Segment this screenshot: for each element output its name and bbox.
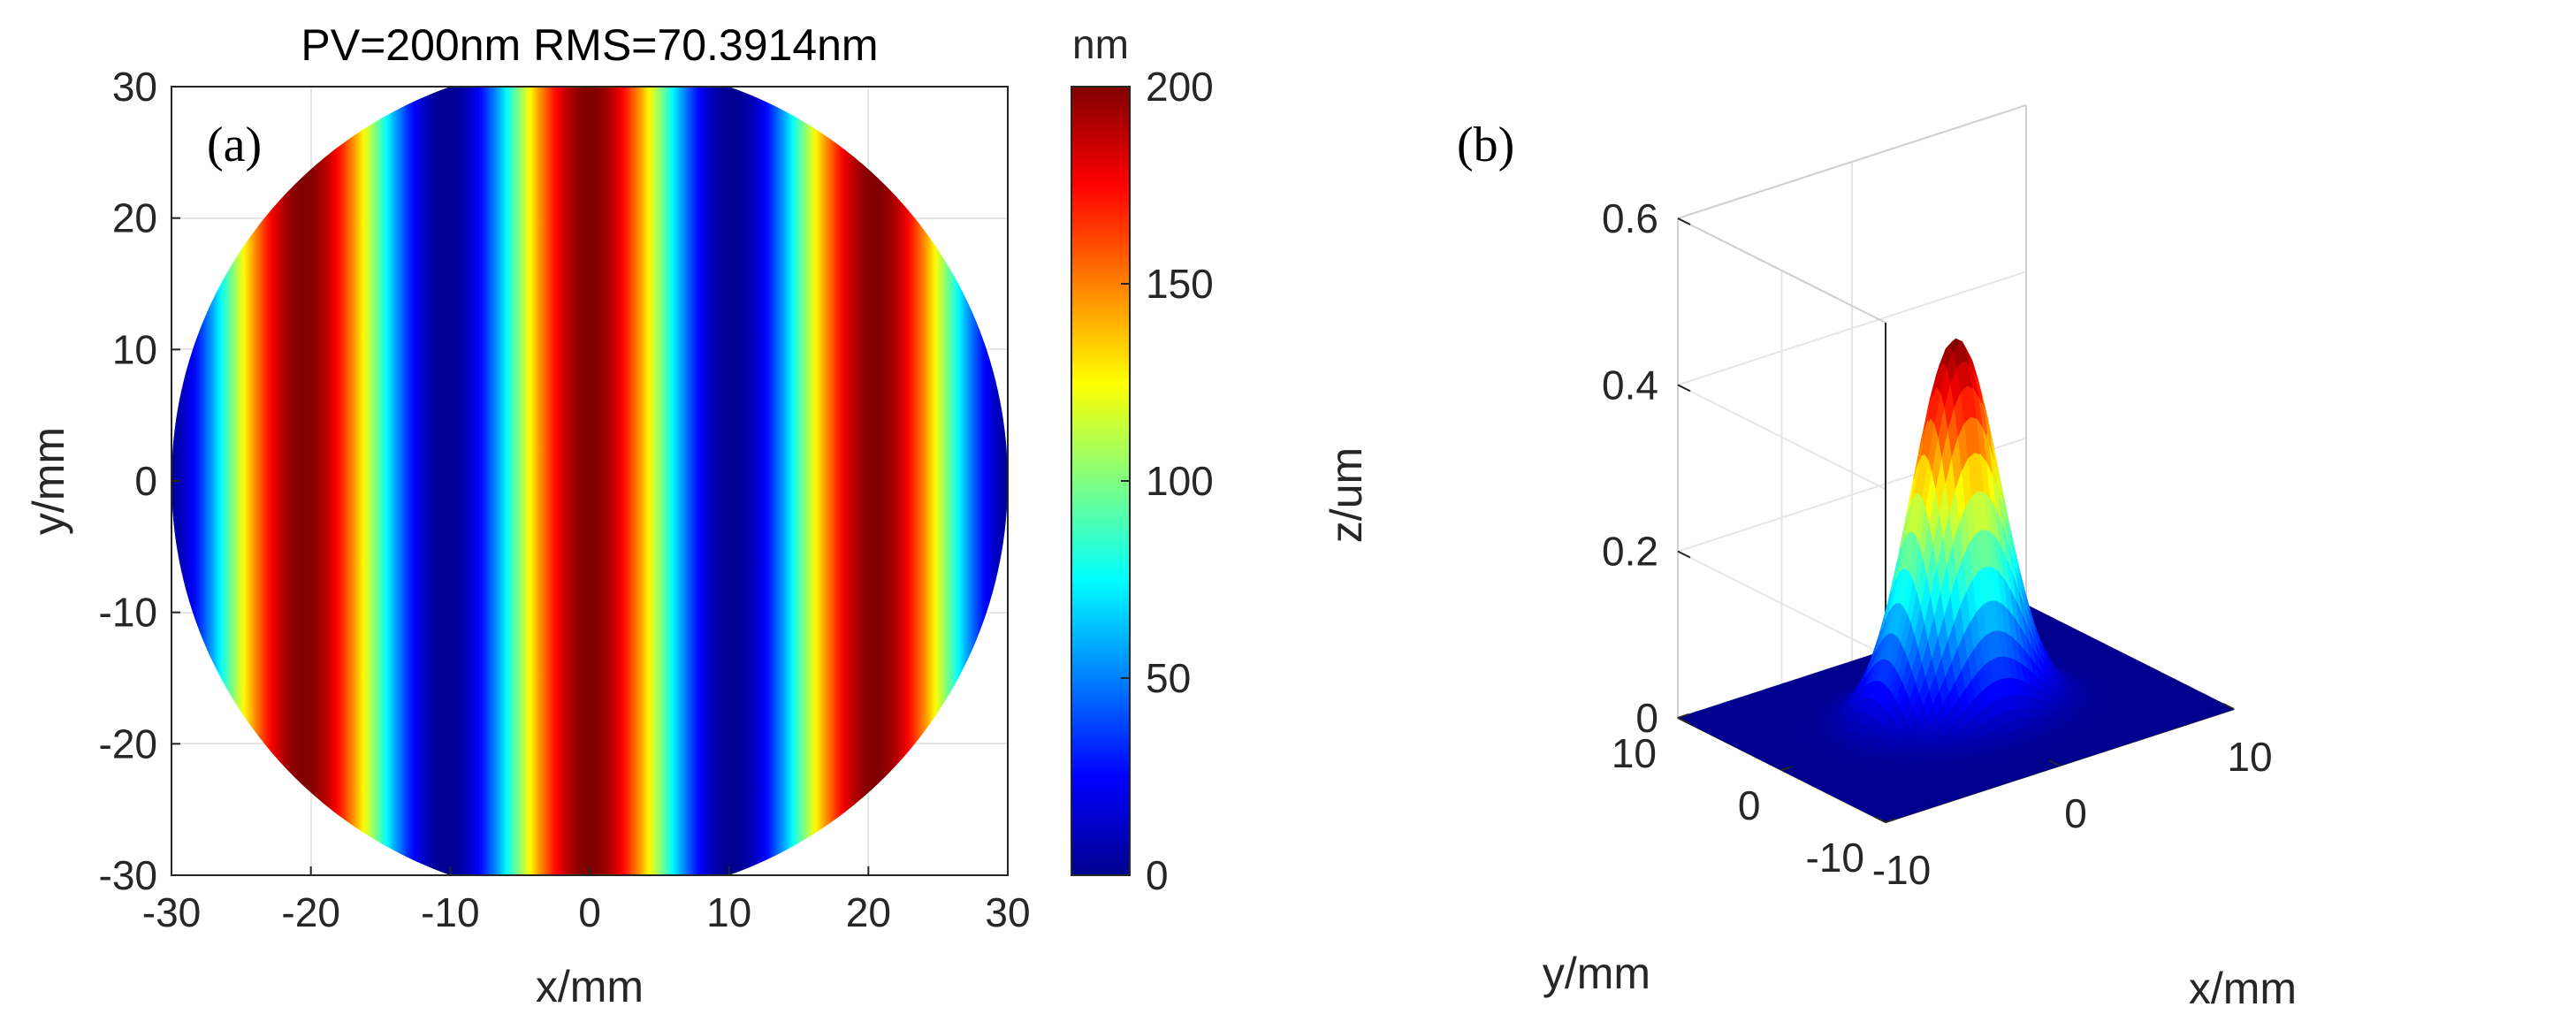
- colorbar-unit: nm: [1072, 21, 1129, 67]
- panel-a-y-tick-label: 10: [112, 326, 157, 372]
- panel-a-y-ticks: 30 20 10 0 -10 -20 -30: [99, 64, 180, 898]
- panel-b-box-edge: [1677, 217, 1886, 324]
- panel-b-y-tick-mark: [1677, 713, 1689, 719]
- panel-b-z-ticks: 0.6 0.4 0.2 0: [1602, 195, 1691, 741]
- panel-b-x-tick-mark: [2222, 703, 2235, 710]
- panel-a-y-tick-label: 30: [112, 64, 157, 110]
- panel-b-surface: [1676, 338, 2236, 823]
- panel-b-x-ticks: -10 0 10: [1872, 703, 2273, 893]
- panel-b-y-tick-label: -10: [1806, 835, 1864, 881]
- panel-a-surface-disc: [171, 87, 1008, 875]
- panel-a-y-tick-label: -30: [99, 852, 157, 898]
- panel-b-y-ticks: 10 0 -10: [1612, 713, 1897, 881]
- panel-b-y-label: y/mm: [1543, 949, 1650, 998]
- panel-b-z-tick-mark: [1677, 384, 1691, 393]
- panel-b-z-tick-mark: [1677, 217, 1691, 225]
- panel-a-x-tick-label: -20: [281, 889, 339, 935]
- panel-a-x-tick-label: 10: [706, 889, 751, 935]
- panel-b-z-label: z/um: [1322, 447, 1371, 543]
- panel-a-y-tick-label: -10: [99, 590, 157, 636]
- panel-a-y-tick-label: 20: [112, 195, 157, 241]
- colorbar-tick-label: 100: [1146, 458, 1214, 504]
- panel-b-z-tick-mark: [1677, 550, 1691, 559]
- panel-b-y-tick-label: 0: [1738, 782, 1761, 828]
- panel-b-z-tick-label: 0: [1635, 695, 1658, 741]
- panel-a-x-tick-label: 20: [846, 889, 891, 935]
- panel-b-y-tick-mark: [1885, 818, 1897, 823]
- panel-b-x-tick-mark: [2048, 759, 2061, 766]
- panel-b-x-label: x/mm: [2189, 964, 2297, 1013]
- panel-a-x-tick-label: -10: [421, 889, 479, 935]
- colorbar-tick-label: 200: [1146, 64, 1214, 110]
- panel-a-title: PV=200nm RMS=70.3914nm: [301, 20, 878, 70]
- panel-a-y-tick-label: -20: [99, 721, 157, 766]
- panel-b-x-tick-label: 10: [2227, 734, 2272, 780]
- panel-b-z-tick-label: 0.6: [1602, 195, 1658, 241]
- panel-b-z-tick-mark: [1677, 717, 1691, 725]
- colorbar-tick-label: 0: [1146, 852, 1169, 898]
- panel-a-x-tick-label: 0: [578, 889, 601, 935]
- colorbar-ticks: 200 150 100 50 0: [1121, 64, 1214, 898]
- panel-a-x-ticks: -30 -20 -10 0 10 20 30: [142, 866, 1031, 935]
- panel-b-y-tick-label: 10: [1612, 730, 1657, 776]
- panel-a-x-tick-label: 30: [985, 889, 1030, 935]
- colorbar-tick-label: 150: [1146, 261, 1214, 307]
- panel-a-x-tick-label: -30: [142, 889, 201, 935]
- panel-b-box-edge: [1677, 104, 2027, 219]
- panel-b-x-tick-label: -10: [1872, 847, 1931, 893]
- panel-b-x-tick-label: 0: [2064, 790, 2087, 836]
- panel-a-x-label: x/mm: [536, 962, 644, 1011]
- panel-b-z-tick-label: 0.4: [1602, 362, 1658, 408]
- panel-b-y-tick-mark: [1781, 766, 1793, 771]
- colorbar-tick-label: 50: [1146, 655, 1191, 701]
- panel-b-x-tick-mark: [1874, 816, 1886, 823]
- panel-b-label: (b): [1457, 118, 1514, 172]
- panel-a-y-label: y/mm: [24, 427, 73, 535]
- panel-a-y-tick-label: 0: [134, 458, 157, 504]
- panel-a-label: (a): [207, 118, 262, 172]
- panel-b-z-tick-label: 0.2: [1602, 529, 1658, 575]
